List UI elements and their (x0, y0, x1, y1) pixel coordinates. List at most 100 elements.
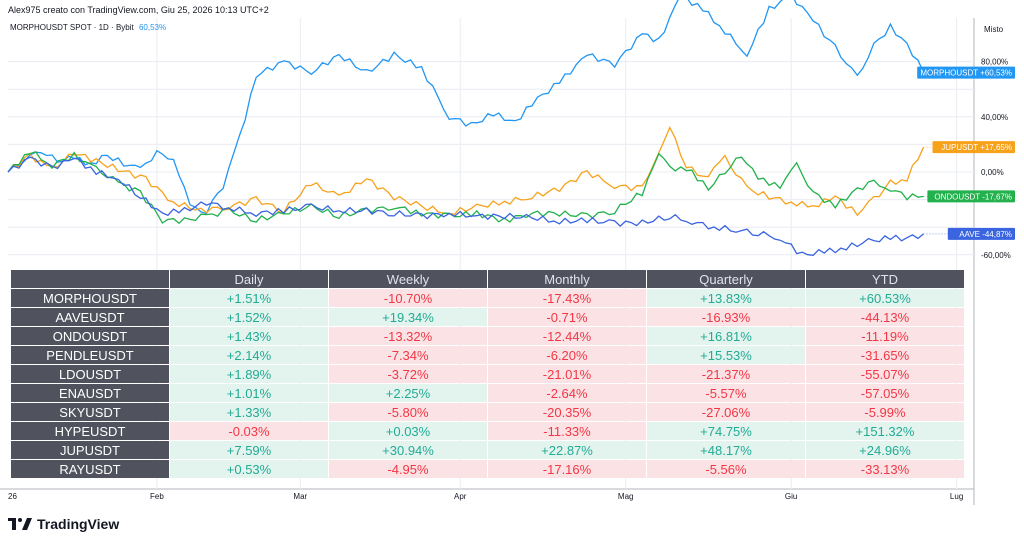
symbol-info: MORPHOUSDT SPOT · 1D · Bybit (10, 23, 134, 32)
table-value-cell: +16.81% (647, 327, 805, 345)
table-value-cell: -13.32% (329, 327, 487, 345)
table-value-cell: -3.72% (329, 365, 487, 383)
table-value-cell: -27.06% (647, 403, 805, 421)
table-value-cell: +1.89% (170, 365, 328, 383)
table-value-cell: -12.44% (488, 327, 646, 345)
table-row: LDOUSDT +1.89% -3.72% -21.01% -21.37% -55.07% (11, 365, 964, 383)
table-row: RAYUSDT +0.53% -4.95% -17.16% -5.56% -33.13% (11, 460, 964, 478)
y-tick-label: 80,00% (981, 58, 1008, 67)
table-row: HYPEUSDT -0.03% +0.03% -11.33% +74.75% +151.3… (11, 422, 964, 440)
table-symbol-cell: ONDOUSDT (11, 327, 169, 345)
series-line-morphousdt (7, 0, 925, 215)
series-line-ondousdt (7, 151, 924, 225)
tradingview-logo (8, 518, 32, 530)
table-symbol-cell: MORPHOUSDT (11, 289, 169, 307)
table-value-cell: -11.19% (806, 327, 964, 345)
table-value-cell: +151.32% (806, 422, 964, 440)
brand-name: TradingView (37, 516, 120, 532)
y-tick-label: -60,00% (981, 251, 1011, 260)
x-tick-label: Giu (785, 492, 797, 501)
table-column-header: YTD (806, 270, 964, 288)
table-value-cell: -5.56% (647, 460, 805, 478)
table-row: ENAUSDT +1.01% +2.25% -2.64% -5.57% -57.05% (11, 384, 964, 402)
table-value-cell: -57.05% (806, 384, 964, 402)
table-value-cell: -5.57% (647, 384, 805, 402)
table-value-cell: +74.75% (647, 422, 805, 440)
table-value-cell: -6.20% (488, 346, 646, 364)
table-symbol-cell: SKYUSDT (11, 403, 169, 421)
x-tick-label: Apr (454, 492, 467, 501)
table-symbol-cell: HYPEUSDT (11, 422, 169, 440)
table-value-cell: +0.53% (170, 460, 328, 478)
table-value-cell: +1.43% (170, 327, 328, 345)
table-value-cell: -16.93% (647, 308, 805, 326)
table-symbol-cell: PENDLEUSDT (11, 346, 169, 364)
table-column-header: Monthly (488, 270, 646, 288)
table-value-cell: -11.33% (488, 422, 646, 440)
table-value-cell: -0.71% (488, 308, 646, 326)
x-tick-label: Lug (950, 492, 963, 501)
table-column-header: Quarterly (647, 270, 805, 288)
table-value-cell: -2.64% (488, 384, 646, 402)
x-tick-label: 26 (8, 492, 17, 501)
table-value-cell: -31.65% (806, 346, 964, 364)
table-row: AAVEUSDT +1.52% +19.34% -0.71% -16.93% -44.13… (11, 308, 964, 326)
table-value-cell: +1.01% (170, 384, 328, 402)
table-row: JUPUSDT +7.59% +30.94% +22.87% +48.17% +24.96… (11, 441, 964, 459)
table-value-cell: +1.33% (170, 403, 328, 421)
x-tick-label: Mag (618, 492, 634, 501)
table-symbol-cell: ENAUSDT (11, 384, 169, 402)
table-symbol-cell: AAVEUSDT (11, 308, 169, 326)
series-end-label: ONDOUSDT -17,67% (934, 192, 1012, 201)
tradingview-brand: TradingView (8, 516, 119, 532)
table-value-cell: +2.14% (170, 346, 328, 364)
table-value-cell: -20.35% (488, 403, 646, 421)
table-value-cell: -5.99% (806, 403, 964, 421)
table-value-cell: -10.70% (329, 289, 487, 307)
attribution-text: Alex975 creato con TradingView.com, Giu … (8, 5, 269, 15)
series-end-tag (927, 190, 1015, 203)
performance-table: Daily Weekly Monthly Quarterly YTD MORPHOUSD… (10, 269, 965, 479)
x-tick-label: Feb (150, 492, 164, 501)
table-value-cell: +1.52% (170, 308, 328, 326)
table-value-cell: -44.13% (806, 308, 964, 326)
series-end-label: MORPHOUSDT +60,53% (920, 69, 1012, 78)
table-value-cell: -21.01% (488, 365, 646, 383)
table-value-cell: +15.53% (647, 346, 805, 364)
table-value-cell: +1.51% (170, 289, 328, 307)
scale-mode-label[interactable]: Misto (984, 25, 1004, 34)
y-tick-label: 0,00% (981, 168, 1004, 177)
table-corner-cell (11, 270, 169, 288)
table-value-cell: -5.80% (329, 403, 487, 421)
series-end-tag (947, 227, 1015, 240)
table-row: SKYUSDT +1.33% -5.80% -20.35% -27.06% -5.99% (11, 403, 964, 421)
table-header-row: Daily Weekly Monthly Quarterly YTD (11, 270, 964, 288)
series-line-aave (7, 156, 924, 256)
table-value-cell: -21.37% (647, 365, 805, 383)
table-value-cell: +19.34% (329, 308, 487, 326)
table-value-cell: -0.03% (170, 422, 328, 440)
table-value-cell: +60.53% (806, 289, 964, 307)
table-value-cell: -17.16% (488, 460, 646, 478)
table-row: PENDLEUSDT +2.14% -7.34% -6.20% +15.53% -31.6… (11, 346, 964, 364)
table-row: ONDOUSDT +1.43% -13.32% -12.44% +16.81% -11.1… (11, 327, 964, 345)
series-end-label: JUPUSDT +17,65% (941, 143, 1012, 152)
table-value-cell: -55.07% (806, 365, 964, 383)
table-value-cell: -4.95% (329, 460, 487, 478)
table-value-cell: +7.59% (170, 441, 328, 459)
table-value-cell: +24.96% (806, 441, 964, 459)
table-value-cell: +13.83% (647, 289, 805, 307)
series-end-label: AAVE -44,87% (959, 230, 1012, 239)
symbol-legend: MORPHOUSDT SPOT · 1D · Bybit 60,53% (10, 23, 166, 32)
y-tick-label: 40,00% (981, 113, 1008, 122)
series-end-tag (917, 66, 1015, 79)
table-value-cell: +30.94% (329, 441, 487, 459)
table-value-cell: +0.03% (329, 422, 487, 440)
table-value-cell: -33.13% (806, 460, 964, 478)
series-end-tag (932, 141, 1015, 154)
x-tick-label: Mar (293, 492, 307, 501)
table-column-header: Daily (170, 270, 328, 288)
table-symbol-cell: JUPUSDT (11, 441, 169, 459)
table-value-cell: +48.17% (647, 441, 805, 459)
table-value-cell: +22.87% (488, 441, 646, 459)
